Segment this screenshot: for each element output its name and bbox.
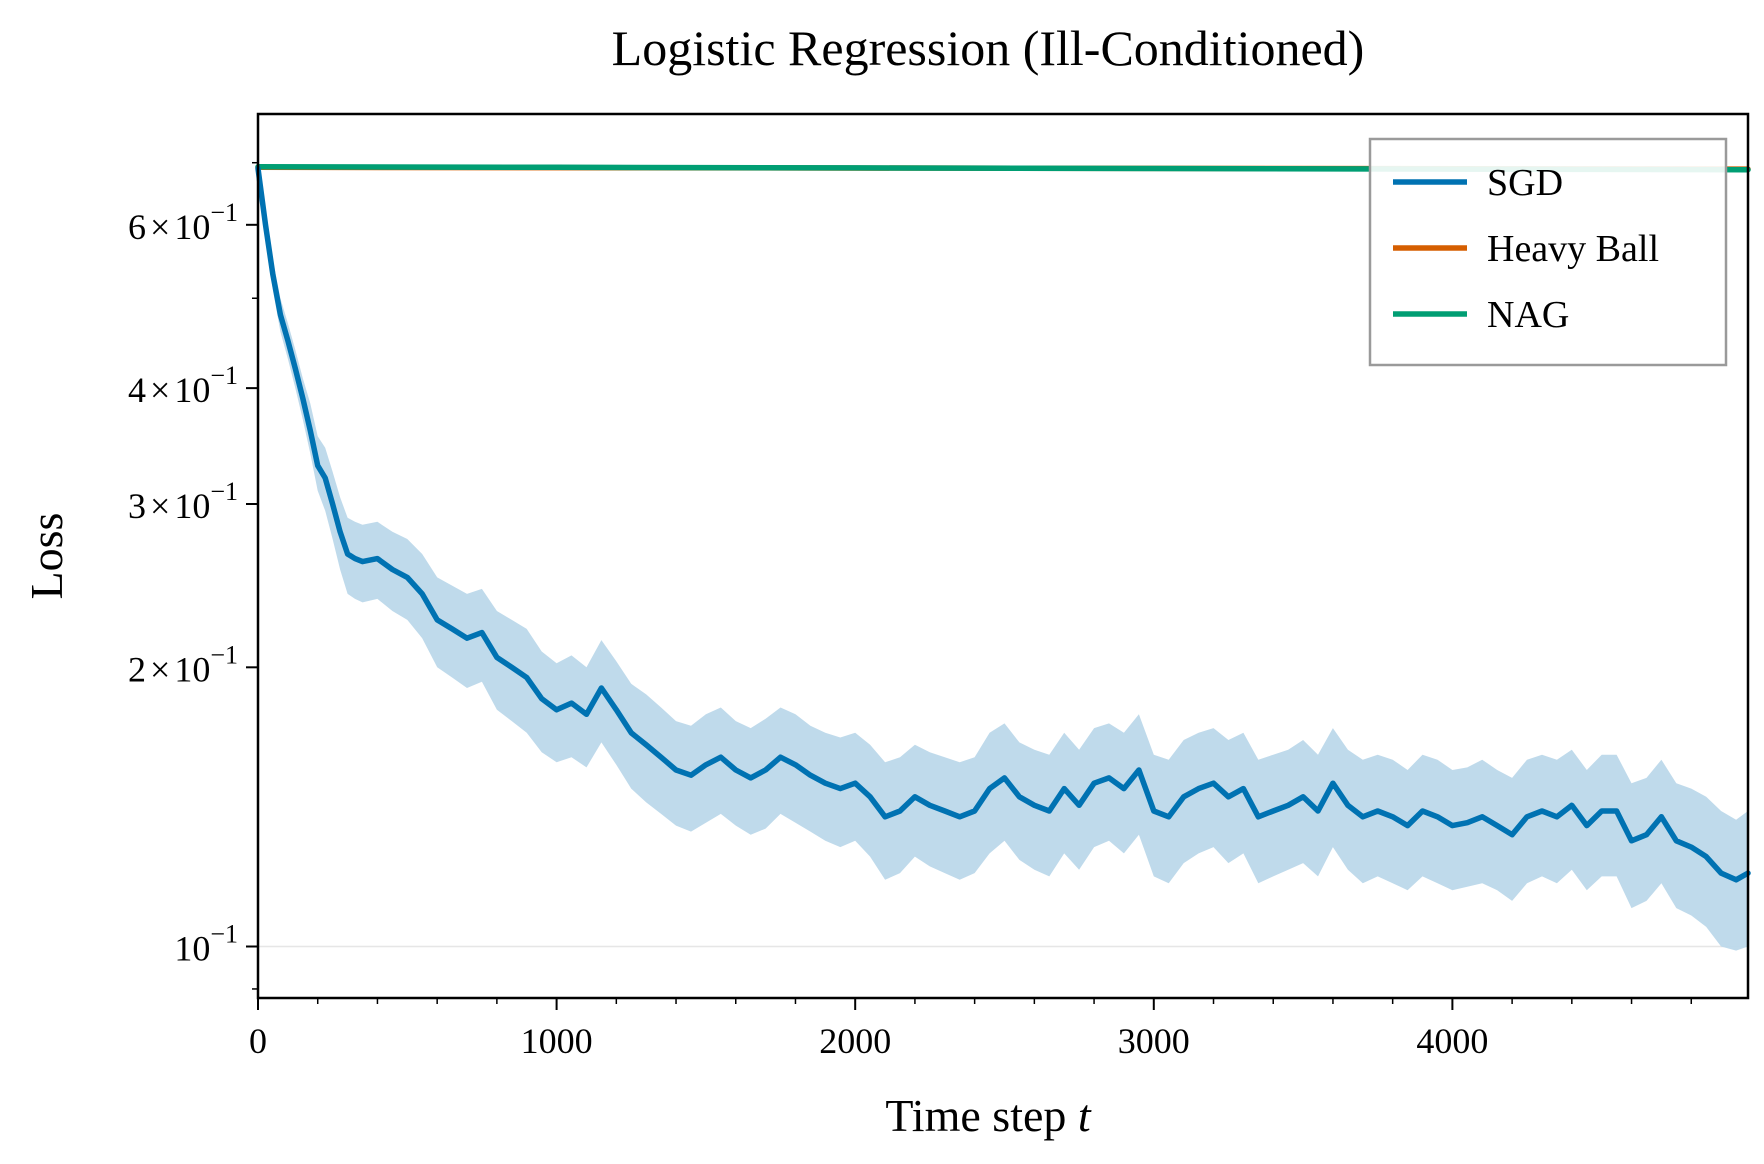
y-tick-base: 10 [174, 207, 210, 247]
x-axis-label-variable: t [1078, 1090, 1092, 1141]
y-tick-label-1: 4 × 10−1 [128, 361, 238, 410]
x-tick-label-4: 4000 [1416, 1021, 1488, 1061]
legend: SGD Heavy Ball NAG [1368, 137, 1728, 367]
y-tick-mantissa: 6 [128, 207, 146, 247]
legend-items: SGD Heavy Ball NAG [1393, 162, 1659, 336]
y-tick-mantissa: 2 [128, 649, 146, 689]
y-tick-exponent: −1 [210, 640, 238, 669]
x-tick-label-2: 2000 [819, 1021, 891, 1061]
y-tick-times: × [150, 370, 170, 410]
y-tick-times: × [150, 486, 170, 526]
sgd-line [255, 165, 1751, 883]
x-axis-label-text: Time step [885, 1090, 1066, 1141]
legend-box [1368, 137, 1728, 367]
y-tick-times: × [150, 207, 170, 247]
y-tick-label-4: 10−1 [174, 920, 238, 969]
legend-label-heavy-ball: Heavy Ball [1487, 228, 1659, 270]
chart-title: Logistic Regression (Ill-Conditioned) [612, 20, 1365, 76]
y-tick-exponent: −1 [210, 198, 238, 227]
y-axis-label: Loss [21, 513, 72, 600]
band-layer [258, 165, 1748, 951]
plot-frame [256, 112, 1750, 1000]
y-tick-base: 10 [174, 486, 210, 526]
y-tick-label-2: 3 × 10−1 [128, 477, 238, 526]
y-tick-base: 10 [174, 929, 210, 969]
y-tick-label-0: 6 × 10−1 [128, 198, 238, 247]
y-tick-times: × [150, 649, 170, 689]
sgd-confidence-band [258, 165, 1748, 951]
legend-label-nag: NAG [1487, 294, 1569, 336]
x-tick-label-1: 1000 [521, 1021, 593, 1061]
x-axis: 0 1000 2000 3000 4000 [249, 998, 1693, 1061]
y-axis: 6 × 10−14 × 10−13 × 10−12 × 10−110−1 [128, 161, 258, 990]
y-tick-base: 10 [174, 649, 210, 689]
x-tick-label-3: 3000 [1118, 1021, 1190, 1061]
y-tick-mantissa: 3 [128, 486, 146, 526]
y-tick-mantissa: 4 [128, 370, 146, 410]
y-tick-exponent: −1 [210, 361, 238, 390]
legend-label-sgd: SGD [1487, 162, 1563, 204]
x-axis-label: Time step t [885, 1090, 1092, 1141]
x-tick-label-0: 0 [249, 1021, 267, 1061]
y-tick-exponent: −1 [210, 920, 238, 949]
y-tick-label-3: 2 × 10−1 [128, 640, 238, 689]
y-tick-exponent: −1 [210, 477, 238, 506]
y-tick-base: 10 [174, 370, 210, 410]
